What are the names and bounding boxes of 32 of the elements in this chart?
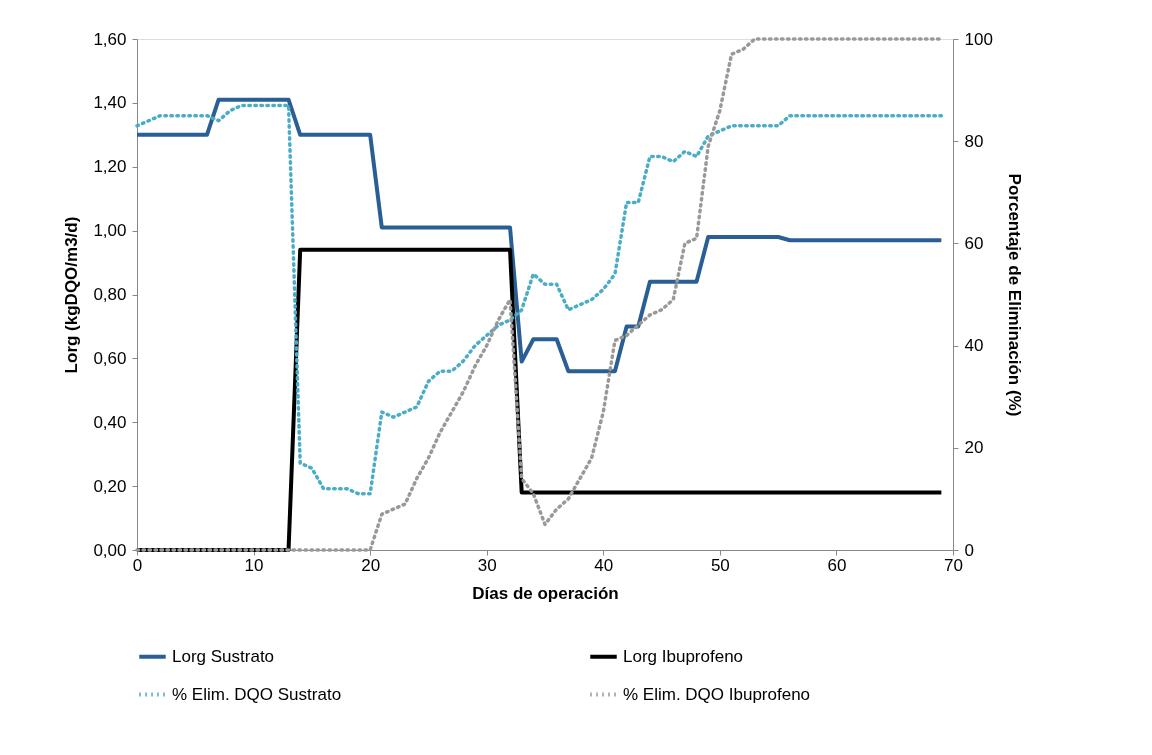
y-tick-label: 1,20 [93,157,127,177]
y2-tick-label: 0 [964,540,974,560]
line-series [135,97,944,374]
x-tick-label: 50 [710,555,730,575]
y2-tick-label: 40 [964,336,984,356]
y-axis-title: Lorg (kgDQO/m3/d) [62,216,82,374]
x-tick-label: 30 [477,555,497,575]
legend-label: % Elim. DQO Ibuprofeno [623,684,811,704]
x-tick-label: 0 [132,555,143,575]
legend-label: Lorg Sustrato [172,646,275,666]
y-tick-label: 1,00 [93,221,127,241]
y2-tick-label: 80 [964,131,984,151]
y2-tick-label: 20 [964,438,984,458]
y-tick-label: 1,40 [93,93,127,113]
y-tick-label: 0,80 [93,285,127,304]
y2-tick-label: 100 [964,29,993,49]
x-tick-label: 10 [244,555,264,575]
x-tick-label: 70 [944,555,963,575]
y-tick-label: 1,60 [93,29,127,49]
line-series [135,103,944,496]
y2-tick-label: 60 [964,233,984,253]
x-tick-label: 60 [827,555,847,575]
y2-axis-title: Porcentaje de Eliminación (%) [1004,173,1024,417]
y-tick-label: 0,00 [93,540,127,560]
x-tick-label: 20 [361,555,381,575]
y-tick-label: 0,60 [93,348,127,368]
legend-label: Lorg Ibuprofeno [623,646,744,666]
y-tick-label: 0,40 [93,412,127,432]
y-tick-label: 0,20 [93,476,127,496]
x-axis-title: Días de operación [472,583,619,603]
legend-label: % Elim. DQO Sustrato [172,684,342,704]
x-tick-label: 40 [594,555,614,575]
